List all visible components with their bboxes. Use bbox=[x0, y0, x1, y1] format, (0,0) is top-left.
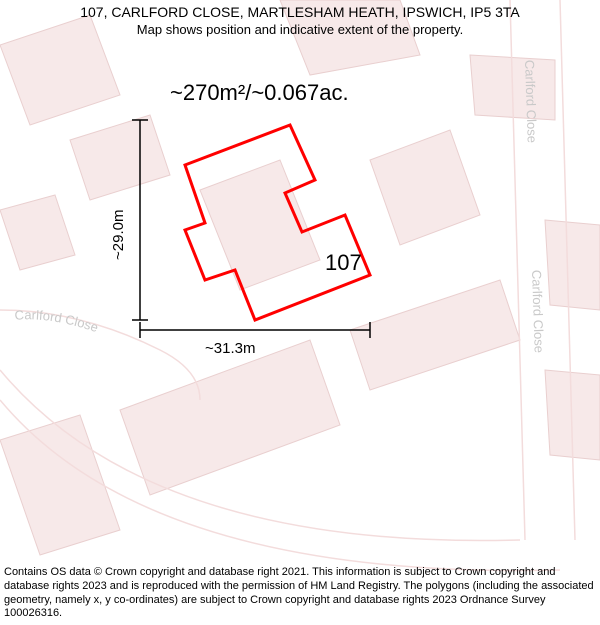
copyright-footer: Contains OS data © Crown copyright and d… bbox=[4, 566, 596, 621]
building-shape bbox=[370, 130, 480, 245]
header: 107, CARLFORD CLOSE, MARTLESHAM HEATH, I… bbox=[0, 0, 600, 37]
road-name-label: Carlford Close bbox=[14, 307, 100, 335]
building-shape bbox=[200, 160, 320, 290]
building-shape bbox=[0, 195, 75, 270]
road-name-label: Carlford Close bbox=[522, 60, 540, 144]
width-dimension-label: ~31.3m bbox=[205, 340, 255, 357]
subtitle-line: Map shows position and indicative extent… bbox=[0, 22, 600, 37]
road-edge bbox=[0, 310, 200, 400]
road-name-label: Carlford Close bbox=[529, 270, 547, 354]
address-line: 107, CARLFORD CLOSE, MARTLESHAM HEATH, I… bbox=[0, 4, 600, 20]
building-shape bbox=[120, 340, 340, 495]
building-shape bbox=[350, 280, 520, 390]
building-shape bbox=[545, 220, 600, 310]
height-dimension-label: ~29.0m bbox=[110, 210, 127, 260]
property-number-label: 107 bbox=[325, 250, 362, 276]
building-shape bbox=[70, 115, 170, 200]
area-label: ~270m²/~0.067ac. bbox=[170, 80, 349, 106]
